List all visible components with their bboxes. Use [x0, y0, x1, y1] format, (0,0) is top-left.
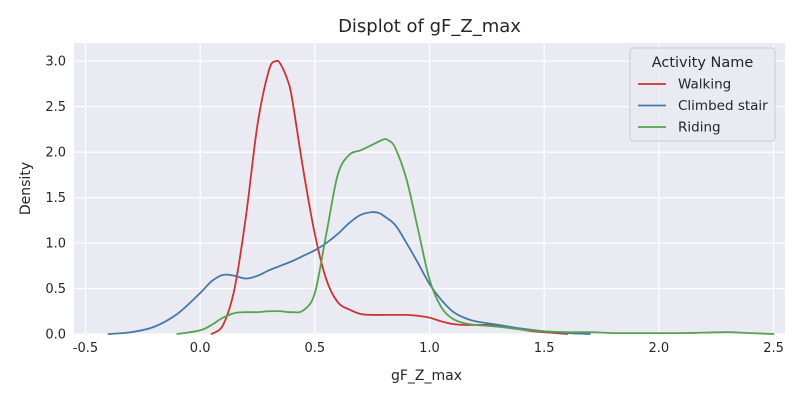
tick-labels: -0.5 0.0 0.5 1.0 1.5 2.0 2.5 0.0 0.5 1.0 1.5 2.0 2.5… — [45, 55, 784, 356]
y-tick-label: 3.0 — [45, 55, 66, 70]
chart-title: Displot of gF_Z_max — [338, 16, 521, 37]
series-line-riding — [176, 138, 775, 335]
x-tick-label: 0.0 — [190, 341, 211, 356]
series-line-walking — [210, 59, 569, 335]
legend-label: Riding — [678, 120, 721, 136]
x-axis-label: gF_Z_max — [391, 368, 462, 384]
y-tick-label: 0.5 — [45, 282, 66, 297]
y-tick-label: 2.5 — [45, 100, 66, 115]
x-tick-label: 2.0 — [649, 341, 670, 356]
y-tick-label: 1.5 — [45, 191, 66, 206]
legend-title: Activity Name — [652, 55, 754, 71]
legend: Activity Name Walking Climbed stair Riding — [629, 47, 776, 142]
legend-box — [629, 47, 776, 142]
y-tick-label: 2.0 — [45, 146, 66, 161]
x-tick-label: 2.5 — [763, 341, 784, 356]
y-axis-label: Density — [18, 162, 34, 215]
series-line-climbed-stair — [107, 211, 591, 335]
series-lines — [107, 59, 775, 335]
x-tick-label: 1.5 — [534, 341, 555, 356]
legend-label: Climbed stair — [678, 98, 768, 114]
legend-label: Walking — [678, 77, 731, 93]
y-tick-label: 1.0 — [45, 237, 66, 252]
x-tick-label: 1.0 — [419, 341, 440, 356]
x-tick-label: -0.5 — [73, 341, 98, 356]
y-tick-label: 0.0 — [45, 328, 66, 343]
legend-items: Walking Climbed stair Riding — [638, 77, 768, 136]
grid-lines — [74, 43, 785, 335]
x-tick-label: 0.5 — [304, 341, 325, 356]
